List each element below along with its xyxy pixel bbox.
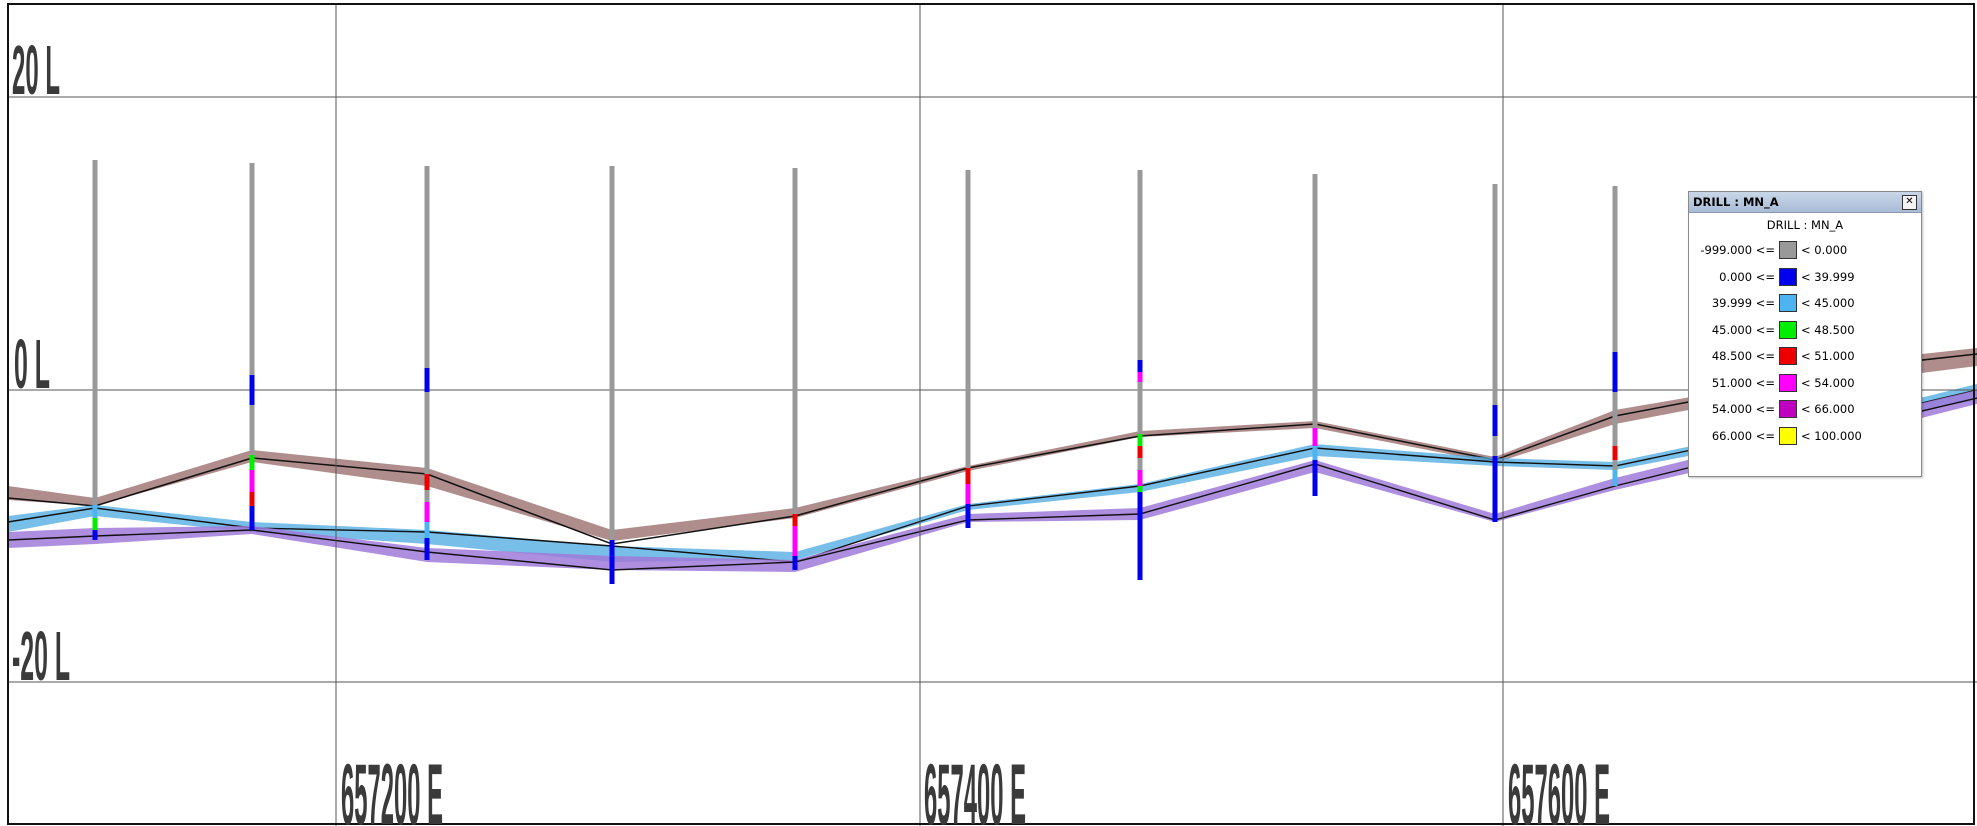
legend-swatch[interactable] bbox=[1779, 426, 1797, 445]
legend-swatch[interactable] bbox=[1779, 320, 1797, 339]
legend-rows: -999.000 <= < 0.000 0.000 <= < 39.999 39… bbox=[1689, 237, 1921, 449]
legend-row: 45.000 <= < 48.500 bbox=[1689, 317, 1921, 344]
elevation-label: -20 L bbox=[12, 617, 70, 695]
legend-subtitle: DRILL : MN_A bbox=[1766, 218, 1844, 232]
drillholes bbox=[92, 160, 1618, 584]
elevation-labels: 20 L 0 L -20 L bbox=[12, 31, 70, 695]
legend-range-low: 45.000 <= bbox=[1711, 322, 1775, 337]
legend-range-high: < 0.000 bbox=[1801, 243, 1848, 258]
legend-range-low: 54.000 <= bbox=[1711, 402, 1775, 417]
section-frame bbox=[7, 3, 1975, 825]
legend-range-low: 39.999 <= bbox=[1711, 296, 1775, 311]
legend-swatch[interactable] bbox=[1779, 241, 1797, 260]
legend-row: 66.000 <= < 100.000 bbox=[1689, 423, 1921, 450]
legend-range-low: 51.000 <= bbox=[1711, 375, 1775, 390]
legend-row: 0.000 <= < 39.999 bbox=[1689, 264, 1921, 291]
section-grid bbox=[8, 5, 1977, 826]
legend-swatch[interactable] bbox=[1779, 267, 1797, 286]
legend-swatch[interactable] bbox=[1779, 400, 1797, 419]
easting-labels: 657200 E 657400 E 657600 E bbox=[341, 747, 1610, 826]
legend-swatch[interactable] bbox=[1779, 294, 1797, 313]
legend-range-high: < 51.000 bbox=[1801, 349, 1855, 364]
legend-range-high: < 45.000 bbox=[1801, 296, 1855, 311]
elevation-label: 0 L bbox=[14, 325, 50, 403]
legend-range-low: -999.000 <= bbox=[1700, 243, 1775, 258]
legend-range-high: < 48.500 bbox=[1801, 322, 1855, 337]
legend-row: 51.000 <= < 54.000 bbox=[1689, 370, 1921, 397]
legend-range-high: < 100.000 bbox=[1801, 428, 1862, 443]
easting-label: 657400 E bbox=[924, 747, 1026, 826]
legend-row: 48.500 <= < 51.000 bbox=[1689, 343, 1921, 370]
legend-range-high: < 54.000 bbox=[1801, 375, 1855, 390]
legend-swatch[interactable] bbox=[1779, 347, 1797, 366]
legend-range-low: 66.000 <= bbox=[1711, 428, 1775, 443]
easting-label: 657600 E bbox=[1508, 747, 1610, 826]
legend-row: 39.999 <= < 45.000 bbox=[1689, 290, 1921, 317]
legend-window[interactable]: DRILL : MN_A ✕ DRILL : MN_A -999.000 <= … bbox=[1688, 191, 1922, 477]
legend-title-bar[interactable]: DRILL : MN_A ✕ bbox=[1689, 192, 1921, 213]
legend-title: DRILL : MN_A bbox=[1693, 195, 1779, 209]
legend-range-low: 48.500 <= bbox=[1711, 349, 1775, 364]
lower-surface bbox=[7, 390, 1977, 572]
legend-row: 54.000 <= < 66.000 bbox=[1689, 396, 1921, 423]
legend-range-high: < 39.999 bbox=[1801, 269, 1855, 284]
legend-row: -999.000 <= < 0.000 bbox=[1689, 237, 1921, 264]
close-icon[interactable]: ✕ bbox=[1902, 194, 1917, 210]
legend-range-high: < 66.000 bbox=[1801, 402, 1855, 417]
elevation-label: 20 L bbox=[12, 31, 60, 109]
legend-range-low: 0.000 <= bbox=[1719, 269, 1775, 284]
legend-swatch[interactable] bbox=[1779, 373, 1797, 392]
easting-label: 657200 E bbox=[341, 747, 443, 826]
